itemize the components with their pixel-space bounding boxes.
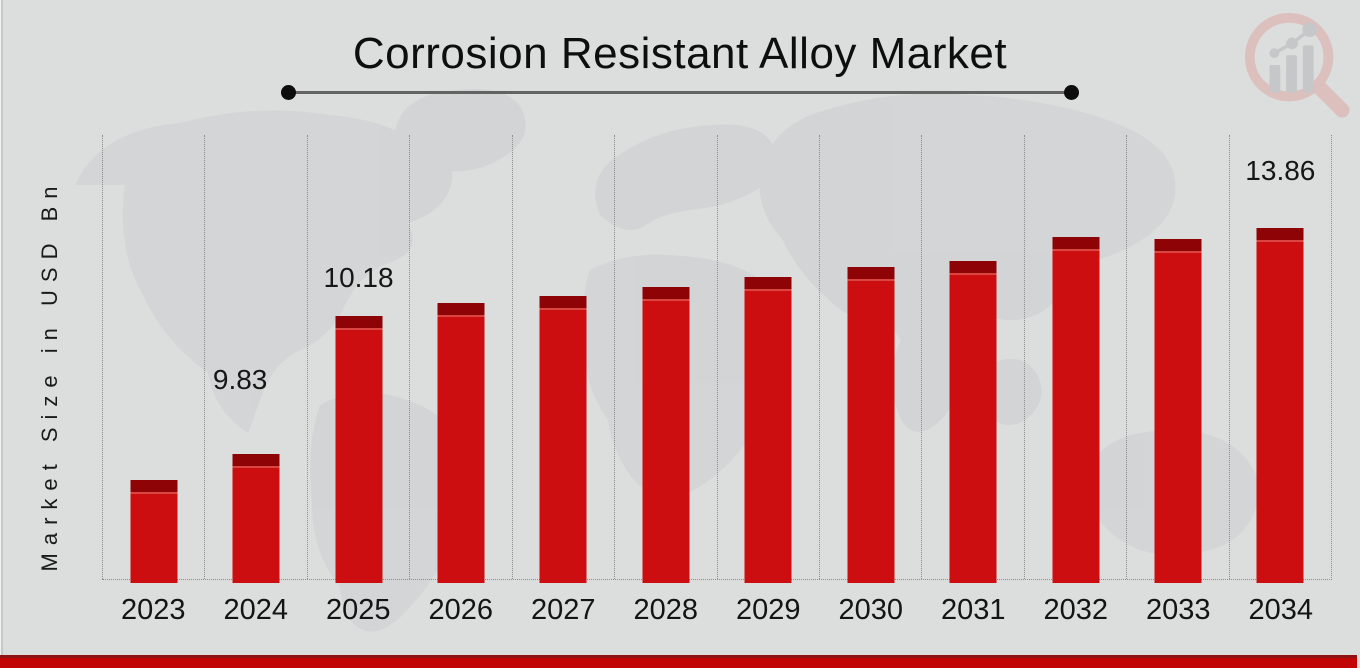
x-axis-label-2033: 2033 [1145, 594, 1211, 626]
bar-2027 [539, 296, 587, 583]
bar-value-label-2025: 10.18 [323, 262, 394, 293]
plot-area: 9.83 10.18 13.86 [102, 135, 1332, 583]
bar-2030 [847, 267, 895, 583]
x-axis-label-2028: 2028 [633, 594, 698, 626]
bar-value-label-2024: 9.83 [212, 364, 268, 395]
magnifier-ring-icon [1244, 12, 1334, 102]
title-underline [281, 85, 1079, 101]
x-axis-label-2025: 2025 [325, 594, 391, 626]
bar-2026 [437, 303, 485, 583]
grid-column-2026 [409, 135, 511, 583]
x-axis-label-2024: 2024 [223, 594, 288, 626]
grid-column-2031 [921, 135, 1023, 583]
grid-column-2033 [1126, 135, 1228, 583]
grid-column-2024: 9.83 [204, 135, 306, 583]
y-axis-title: Market Size in USD Bn [37, 178, 62, 572]
title-underline-dot-left [281, 85, 296, 101]
chart-header: Corrosion Resistant Alloy Market [281, 29, 1079, 101]
bar-2033 [1154, 239, 1202, 583]
bar-2024 [232, 454, 280, 583]
grid-column-2025: 10.18 [306, 135, 409, 583]
title-underline-line [294, 91, 1066, 94]
grid-column-2023 [102, 135, 204, 583]
bar-2032 [1052, 237, 1099, 583]
x-axis-label-2023: 2023 [120, 594, 186, 626]
grid-column-2032 [1023, 135, 1126, 583]
x-axis-label-2032: 2032 [1043, 594, 1108, 626]
grid-column-2029 [716, 135, 819, 583]
bar-2023 [130, 480, 178, 583]
grid-column-2034: 13.86 [1228, 135, 1331, 583]
title-underline-dot-right [1064, 85, 1079, 101]
x-axis-label-2029: 2029 [735, 594, 801, 626]
bar-2034 [1256, 228, 1304, 583]
footer-accent-bar [0, 655, 1357, 668]
magnifier-handle-icon [1312, 80, 1350, 118]
growth-bars-icon [1269, 45, 1314, 93]
bar-2031 [949, 261, 997, 583]
x-axis: 2023 2024 2025 2026 2027 2028 2029 2030 2031 2032… [102, 594, 1332, 627]
grid-column-2030 [818, 135, 921, 583]
page-title: Corrosion Resistant Alloy Market [352, 29, 1008, 78]
magnifier-bar-chart-logo [1244, 12, 1350, 118]
x-axis-label-2027: 2027 [530, 594, 596, 626]
x-axis-label-2026: 2026 [428, 594, 493, 626]
bar-2028 [642, 287, 690, 583]
x-axis-label-2034: 2034 [1248, 594, 1313, 626]
bar-value-label-2034: 13.86 [1245, 155, 1316, 186]
bar-2025 [335, 316, 383, 583]
bar-2029 [744, 277, 792, 583]
x-axis-label-2031: 2031 [940, 594, 1006, 626]
grid-column-2027 [511, 135, 614, 583]
grid-column-2028 [614, 135, 716, 583]
page-left-edge [0, 0, 4, 668]
growth-dots-icon [1269, 22, 1318, 59]
x-axis-label-2030: 2030 [838, 594, 903, 626]
